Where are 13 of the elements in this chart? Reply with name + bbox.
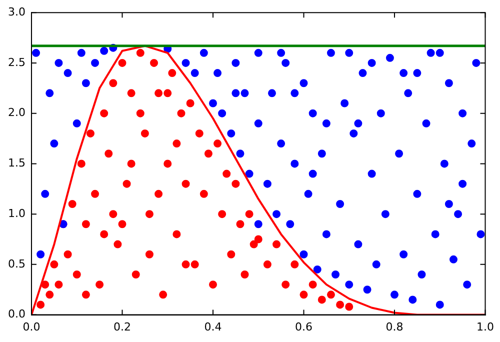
- x-tick-label: 1.0: [476, 320, 494, 334]
- y-tick-label: 0.5: [8, 257, 26, 270]
- x-tick-label: 0.6: [295, 320, 312, 334]
- y-tick-label: 2.0: [8, 106, 26, 120]
- y-tick-label: 0.0: [8, 308, 26, 321]
- x-tick-label: 0.4: [204, 320, 222, 334]
- x-tick-label: 0.0: [22, 320, 40, 334]
- y-tick-label: 3.0: [8, 5, 26, 18]
- x-tick-label: 0.2: [113, 320, 131, 334]
- y-tick-label: 2.5: [8, 56, 26, 69]
- y-tick-label: 1.0: [8, 206, 26, 220]
- x-tick-label: 0.8: [386, 320, 404, 334]
- y-tick-label: 1.5: [8, 156, 26, 170]
